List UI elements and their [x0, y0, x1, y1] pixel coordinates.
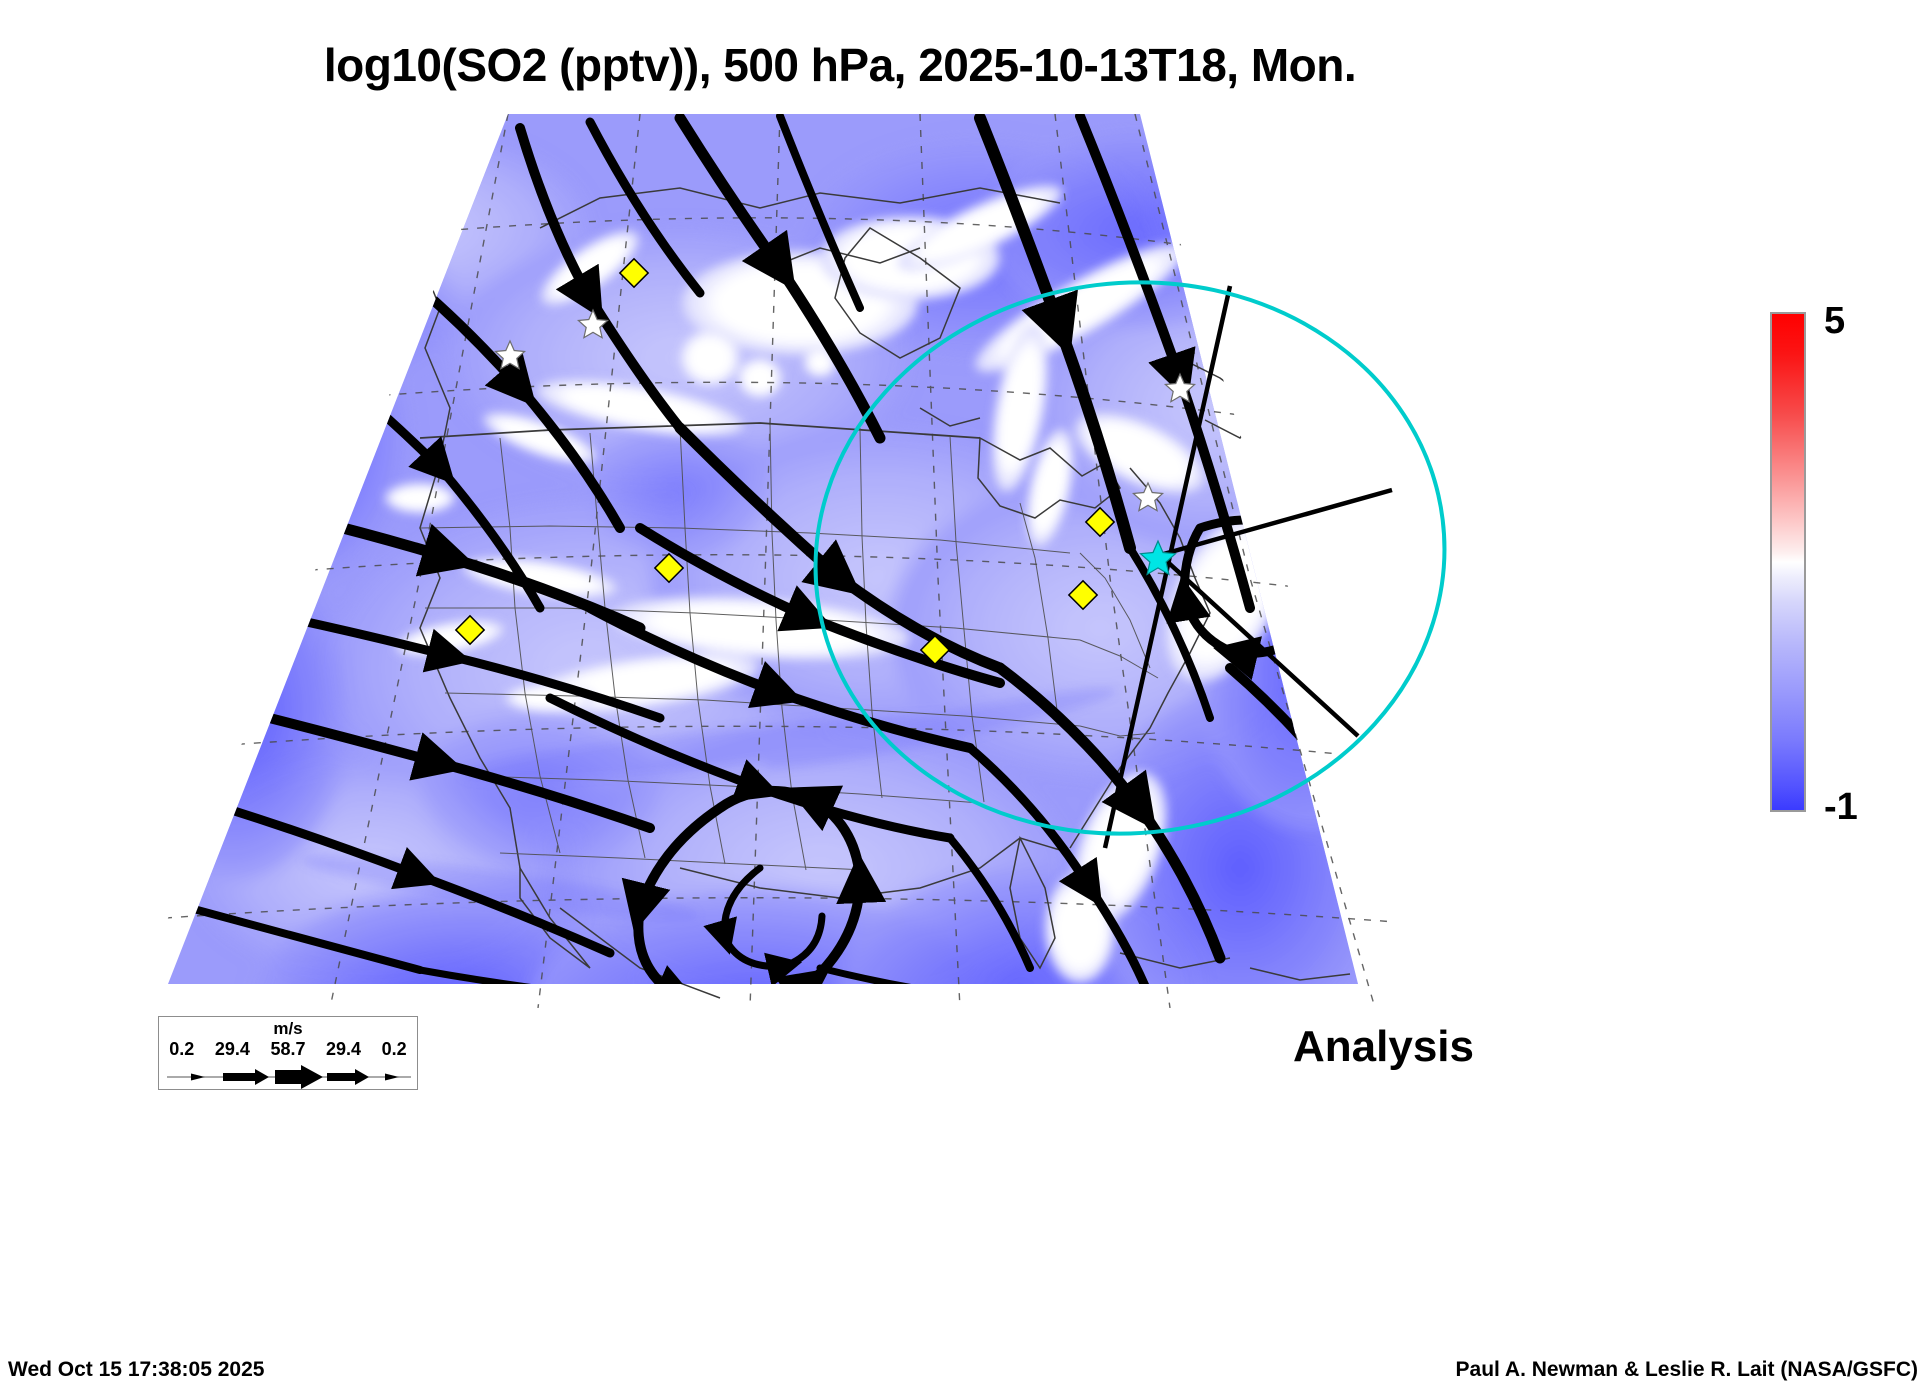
map-canvas[interactable] [120, 108, 1540, 1118]
wind-legend-values: 0.2 29.4 58.7 29.4 0.2 [159, 1039, 417, 1060]
wind-legend-value: 29.4 [326, 1039, 362, 1059]
page-title: log10(SO2 (pptv)), 500 hPa, 2025-10-13T1… [323, 39, 1357, 91]
site-diamond-markers[interactable] [454, 257, 1116, 666]
footer-credit: Paul A. Newman & Leslie R. Lait (NASA/GS… [1455, 1358, 1918, 1381]
colorbar: 5 -1 [1770, 302, 1920, 826]
wind-legend-unit-label: m/s [273, 1019, 303, 1038]
colorbar-max-label: 5 [1824, 300, 1846, 342]
station-star-markers[interactable] [493, 308, 1197, 512]
wind-legend-value: 29.4 [214, 1039, 250, 1059]
ellipse-center-star-marker[interactable] [1139, 539, 1177, 576]
wind-speed-legend: m/s 0.2 29.4 58.7 29.4 0.2 [158, 1016, 418, 1090]
colorbar-gradient [1770, 312, 1806, 812]
range-ellipse [813, 280, 1447, 836]
wind-legend-value: 58.7 [270, 1039, 306, 1059]
colorbar-min-label: -1 [1824, 786, 1858, 828]
wind-legend-arrow-scale [167, 1065, 411, 1089]
wind-legend-value: 0.2 [169, 1039, 195, 1059]
analysis-label: Analysis [1293, 1022, 1474, 1071]
footer-timestamp: Wed Oct 15 17:38:05 2025 [8, 1358, 265, 1381]
map-panel[interactable] [120, 108, 1540, 1118]
wind-legend-value: 0.2 [381, 1039, 407, 1059]
